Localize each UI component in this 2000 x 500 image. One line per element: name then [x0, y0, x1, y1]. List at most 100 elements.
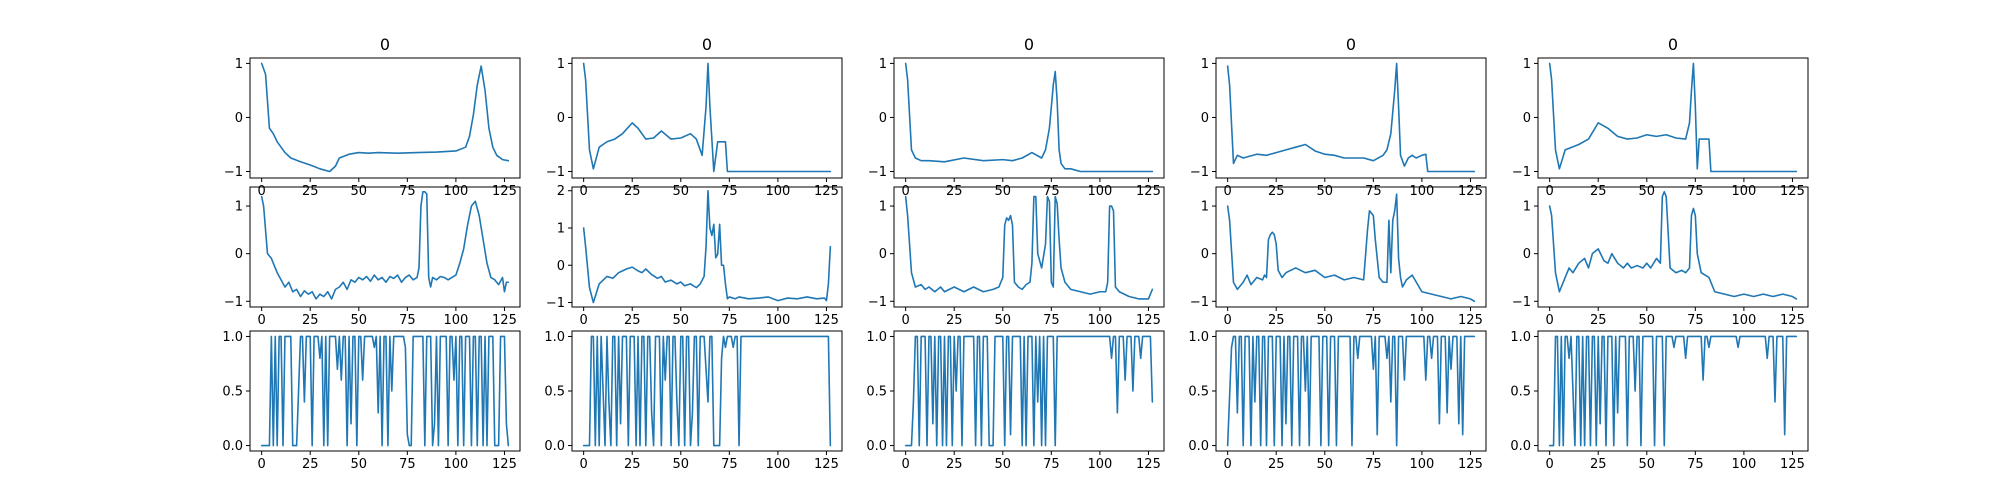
x-tick-label: 0 [258, 184, 266, 199]
x-tick-label: 0 [902, 184, 910, 199]
y-tick-label: 1.0 [222, 330, 243, 345]
x-tick-label: 0 [1546, 457, 1554, 472]
y-tick-label: 2 [557, 184, 565, 199]
subplot-r2-c0: 0 25 50 75 100 125 0.0 0.5 1.0 [222, 330, 521, 472]
x-tick-label: 50 [995, 313, 1012, 328]
subplot-r0-c1: 0 25 50 75 100 125 −1 0 1 [546, 57, 843, 199]
y-tick-label: −1 [546, 296, 565, 311]
x-tick-label: 25 [946, 313, 963, 328]
series-line [260, 190, 510, 300]
x-tick-label: 25 [946, 184, 963, 199]
x-tick-label: 0 [1546, 313, 1554, 328]
x-tick-label: 75 [1043, 313, 1060, 328]
x-tick-label: 25 [1268, 313, 1285, 328]
x-tick-label: 25 [1590, 457, 1607, 472]
x-tick-label: 100 [1087, 184, 1112, 199]
x-tick-label: 75 [721, 184, 738, 199]
x-tick-label: 75 [1365, 457, 1382, 472]
y-tick-label: 1 [1201, 200, 1209, 215]
y-tick-label: 0.0 [1188, 439, 1209, 454]
x-tick-label: 125 [492, 184, 517, 199]
x-tick-label: 75 [1043, 457, 1060, 472]
x-tick-label: 0 [258, 457, 266, 472]
y-tick-label: 1.0 [866, 330, 887, 345]
x-tick-label: 50 [1639, 457, 1656, 472]
x-tick-label: 25 [1590, 313, 1607, 328]
x-tick-label: 75 [1687, 184, 1704, 199]
subplot-r0-c0: 0 25 50 75 100 125 −1 0 1 [224, 57, 521, 199]
y-tick-label: 0 [557, 111, 565, 126]
x-tick-label: 50 [1317, 313, 1334, 328]
subplot-r0-c2: 0 25 50 75 100 125 −1 0 1 [868, 57, 1165, 199]
x-tick-label: 125 [1458, 313, 1483, 328]
series-line [1548, 62, 1798, 173]
y-tick-label: 0.5 [1510, 385, 1531, 400]
y-tick-label: 1 [1523, 57, 1531, 72]
y-tick-label: 0 [1523, 247, 1531, 262]
x-tick-label: 100 [1087, 313, 1112, 328]
y-tick-label: 0.0 [544, 439, 565, 454]
x-tick-label: 0 [258, 313, 266, 328]
axes-frame [1215, 186, 1487, 308]
series-line [582, 189, 832, 304]
subplot-r1-c0: 0 25 50 75 100 125−101 [224, 186, 521, 328]
x-tick-label: 75 [1043, 184, 1060, 199]
x-tick-label: 125 [1458, 457, 1483, 472]
x-tick-label: 75 [399, 457, 416, 472]
y-tick-label: 0 [879, 111, 887, 126]
x-tick-label: 25 [302, 184, 319, 199]
axes-frame [1215, 57, 1487, 179]
series-line [904, 62, 1154, 173]
series-line [1548, 190, 1798, 300]
x-tick-label: 100 [1731, 457, 1756, 472]
panel-title: 0 [1024, 35, 1034, 54]
x-tick-label: 125 [1136, 313, 1161, 328]
x-tick-label: 125 [814, 184, 839, 199]
y-tick-label: 1.0 [544, 330, 565, 345]
y-tick-label: 1 [1523, 200, 1531, 215]
x-tick-label: 100 [1409, 184, 1434, 199]
x-tick-label: 0 [1224, 457, 1232, 472]
x-tick-label: 75 [1365, 313, 1382, 328]
x-tick-label: 125 [492, 313, 517, 328]
x-tick-label: 100 [443, 184, 468, 199]
y-tick-label: −1 [1512, 295, 1531, 310]
subplot-r1-c3: 0 25 50 75 100 125−101 [1190, 186, 1487, 328]
axes-frame [249, 57, 521, 179]
y-tick-label: 0 [879, 247, 887, 262]
axes-frame [893, 186, 1165, 308]
y-tick-label: 0 [235, 111, 243, 126]
y-tick-label: 1 [235, 200, 243, 215]
y-tick-label: 1 [557, 221, 565, 236]
x-tick-label: 50 [1639, 313, 1656, 328]
y-tick-label: −1 [1190, 165, 1209, 180]
subplot-r1-c1: 0 25 50 75 100 125 −1 0 1 2 [546, 184, 843, 328]
x-tick-label: 25 [624, 313, 641, 328]
y-tick-label: 0 [1201, 247, 1209, 262]
x-tick-label: 125 [1780, 184, 1805, 199]
x-tick-label: 0 [1224, 313, 1232, 328]
x-tick-label: 50 [673, 457, 690, 472]
x-tick-label: 25 [302, 313, 319, 328]
x-tick-label: 100 [765, 313, 790, 328]
axes-frame [1537, 57, 1809, 179]
x-tick-label: 0 [580, 457, 588, 472]
x-tick-label: 75 [399, 313, 416, 328]
x-tick-label: 0 [580, 184, 588, 199]
x-tick-label: 50 [673, 313, 690, 328]
panel-title: 0 [380, 35, 390, 54]
y-tick-label: 0.5 [222, 385, 243, 400]
x-tick-label: 50 [995, 184, 1012, 199]
subplot-r2-c3: 0 25 50 75 100 125 0.0 0.5 1.0 [1188, 330, 1487, 472]
x-tick-label: 75 [399, 184, 416, 199]
series-line [1226, 193, 1476, 303]
x-tick-label: 50 [673, 184, 690, 199]
x-tick-label: 50 [351, 184, 368, 199]
x-tick-label: 75 [1365, 184, 1382, 199]
y-tick-label: 1 [235, 57, 243, 72]
x-tick-label: 50 [1317, 184, 1334, 199]
series-line [904, 195, 1154, 300]
subplot-r2-c1: 0 25 50 75 100 125 0.0 0.5 1.0 [544, 330, 843, 472]
x-tick-label: 0 [1546, 184, 1554, 199]
